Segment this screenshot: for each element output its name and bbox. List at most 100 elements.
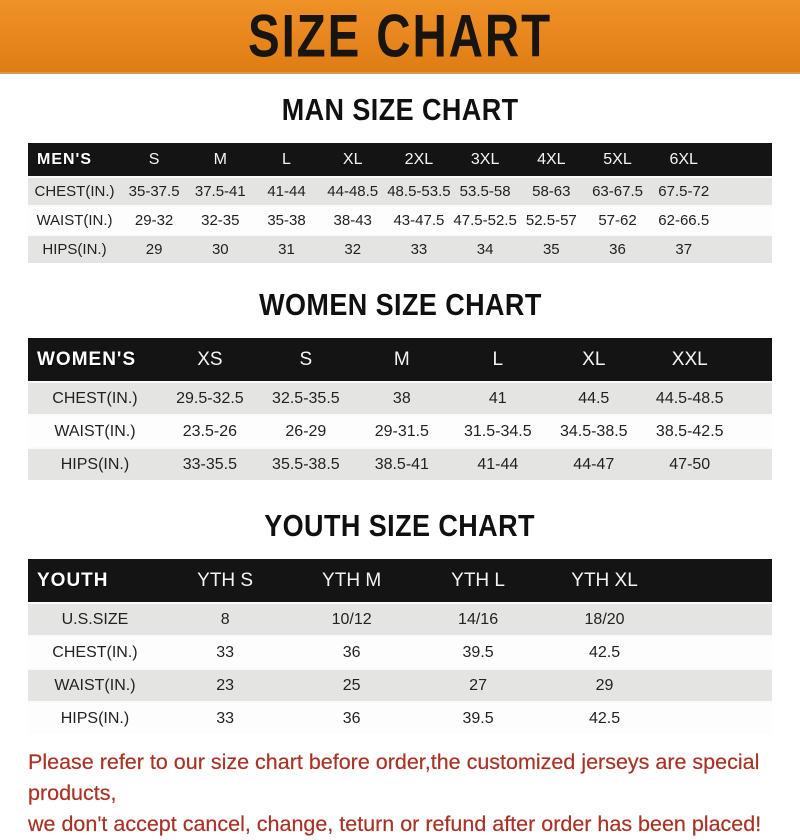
size-cell: 41	[488, 389, 507, 407]
men-size-col-header: 3XL	[470, 150, 500, 168]
women-hips-row: HIPS(IN.) 33-35.5 35.5-38.5 38.5-41 41-4…	[28, 448, 772, 480]
size-cell: 62-66.5	[658, 212, 710, 229]
men-size-col-header: 5XL	[603, 150, 632, 168]
size-cell: 36	[342, 709, 361, 727]
size-cell: 37	[675, 241, 693, 258]
size-cell: 44.5	[578, 389, 610, 407]
row-spacer	[717, 206, 772, 235]
size-cell: 29	[595, 676, 614, 694]
men-size-col-header: M	[213, 150, 227, 168]
size-cell: 26-29	[285, 422, 327, 440]
men-size-table: MEN'S S M L XL 2XL 3XL 4XL 5XL 6XL CHEST…	[28, 143, 772, 263]
youth-heading-text: YOUTH SIZE CHART	[264, 508, 536, 543]
size-cell: 29-31.5	[374, 422, 429, 440]
size-cell: 43-47.5	[393, 212, 445, 229]
men-section-heading: MAN SIZE CHART	[0, 92, 800, 128]
row-spacer	[717, 235, 772, 263]
size-cell: 31	[278, 241, 295, 258]
row-spacer	[668, 702, 772, 734]
men-size-col-header: 2XL	[404, 150, 434, 168]
size-cell: 35-37.5	[128, 183, 180, 200]
size-cell: 34.5-38.5	[559, 422, 628, 440]
size-cell: 47.5-52.5	[453, 212, 517, 229]
row-label: CHEST(IN.)	[52, 389, 138, 407]
row-spacer	[738, 415, 772, 448]
size-cell: 42.5	[588, 643, 621, 661]
size-cell: 10/12	[331, 610, 372, 628]
size-cell: 39.5	[462, 643, 494, 661]
header-spacer	[668, 559, 772, 603]
size-cell: 39.5	[462, 709, 494, 727]
size-cell: 44-48.5	[327, 183, 379, 200]
row-spacer	[738, 448, 772, 480]
men-heading-text: MAN SIZE CHART	[281, 92, 519, 127]
youth-size-table: YOUTH YTH S YTH M YTH L YTH XL U.S.SIZE …	[28, 559, 772, 734]
row-spacer	[717, 177, 772, 206]
size-cell: 38	[392, 389, 411, 407]
size-cell: 34	[476, 241, 494, 258]
size-cell: 35	[542, 241, 560, 258]
youth-ussize-row: U.S.SIZE 8 10/12 14/16 18/20	[28, 603, 772, 636]
size-cell: 35-38	[267, 212, 306, 229]
size-cell: 67.5-72	[658, 183, 710, 200]
row-spacer	[668, 669, 772, 702]
youth-hips-row: HIPS(IN.) 33 36 39.5 42.5	[28, 702, 772, 734]
youth-size-col-header: YTH L	[451, 569, 505, 591]
row-spacer	[668, 603, 772, 636]
women-size-col-header: L	[492, 348, 504, 370]
women-size-col-header: S	[299, 348, 313, 370]
row-label: HIPS(IN.)	[60, 709, 130, 727]
men-size-col-header: 4XL	[537, 150, 566, 168]
size-cell: 48.5-53.5	[387, 183, 451, 200]
size-cell: 57-62	[598, 212, 637, 229]
youth-size-col-header: YTH M	[322, 569, 382, 591]
size-cell: 38.5-42.5	[655, 422, 724, 440]
men-table-title: MEN'S	[37, 150, 93, 168]
men-size-col-header: L	[282, 150, 291, 168]
header-spacer	[717, 143, 772, 177]
size-cell: 31.5-34.5	[463, 422, 532, 440]
size-cell: 32.5-35.5	[272, 389, 340, 407]
footer-note: Please refer to our size chart before or…	[28, 747, 772, 840]
size-cell: 8	[220, 610, 230, 628]
size-cell: 30	[211, 241, 229, 258]
row-label: WAIST(IN.)	[54, 422, 136, 440]
size-cell: 29-32	[134, 212, 174, 229]
youth-table-header-row: YOUTH YTH S YTH M YTH L YTH XL	[28, 559, 772, 603]
row-label: WAIST(IN.)	[36, 212, 113, 229]
size-cell: 18/20	[584, 610, 625, 628]
size-cell: 33-35.5	[182, 455, 238, 473]
size-cell: 52.5-57	[525, 212, 577, 229]
men-size-col-header: S	[148, 150, 160, 168]
women-size-table: WOMEN'S XS S M L XL XXL CHEST(IN.) 29.5-…	[28, 338, 772, 480]
size-cell: 23	[216, 676, 235, 694]
men-size-col-header: XL	[342, 150, 363, 168]
women-size-col-header: XXL	[671, 348, 708, 370]
women-chest-row: CHEST(IN.) 29.5-32.5 32.5-35.5 38 41 44.…	[28, 382, 772, 415]
footer-line-1: Please refer to our size chart before or…	[28, 750, 760, 805]
size-cell: 38.5-41	[374, 455, 429, 473]
size-cell: 53.5-58	[459, 183, 511, 200]
row-label: CHEST(IN.)	[34, 183, 115, 200]
row-label: U.S.SIZE	[61, 610, 129, 628]
size-cell: 41-44	[477, 455, 519, 473]
row-label: HIPS(IN.)	[42, 241, 107, 258]
size-cell: 32	[344, 241, 362, 258]
footer-line-2: we don't accept cancel, change, teturn o…	[28, 812, 762, 836]
row-spacer	[738, 382, 772, 415]
size-cell: 47-50	[669, 455, 711, 473]
women-size-col-header: XS	[197, 348, 223, 370]
row-label: WAIST(IN.)	[54, 676, 136, 694]
size-cell: 27	[469, 676, 487, 694]
men-size-col-header: 6XL	[669, 150, 698, 168]
size-cell: 37.5-41	[194, 183, 246, 200]
size-cell: 33	[216, 709, 235, 727]
size-cell: 32-35	[201, 212, 240, 229]
size-cell: 29	[145, 241, 163, 258]
row-label: CHEST(IN.)	[52, 643, 138, 661]
men-chest-row: CHEST(IN.) 35-37.5 37.5-41 41-44 44-48.5…	[28, 177, 772, 206]
banner-title: SIZE CHART	[248, 2, 552, 70]
size-cell: 35.5-38.5	[272, 455, 340, 473]
youth-chest-row: CHEST(IN.) 33 36 39.5 42.5	[28, 636, 772, 669]
men-table-header-row: MEN'S S M L XL 2XL 3XL 4XL 5XL 6XL	[28, 143, 772, 177]
